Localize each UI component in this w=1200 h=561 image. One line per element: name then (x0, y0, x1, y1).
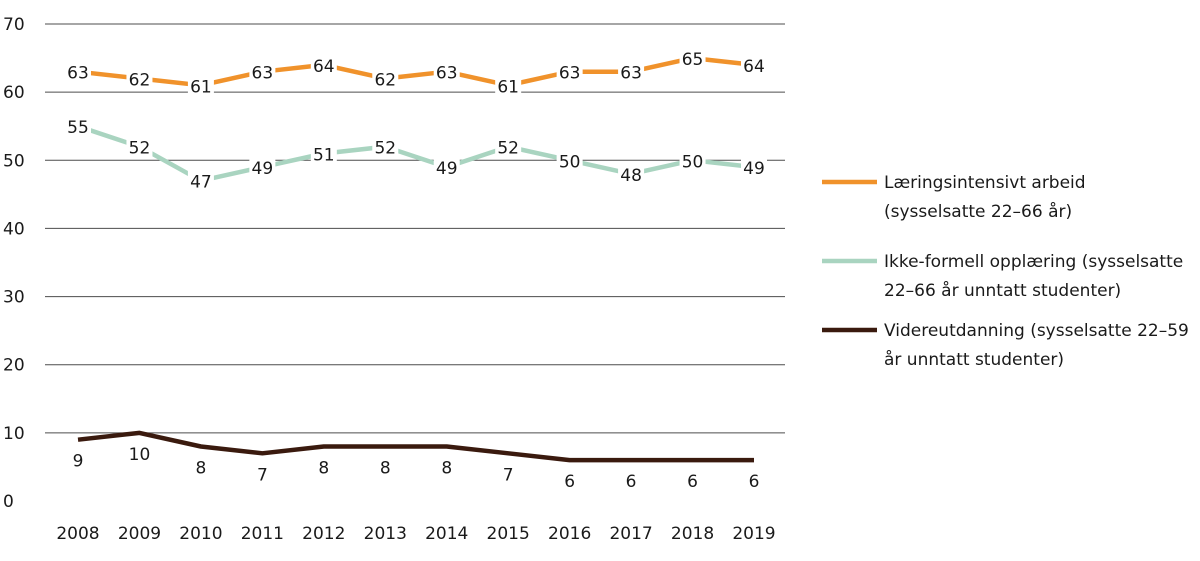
data-label: 7 (257, 465, 268, 485)
data-label: 48 (620, 166, 642, 186)
series-line-2 (77, 430, 754, 463)
data-label-bg (187, 169, 214, 192)
data-label-bg (433, 60, 460, 83)
data-label: 61 (497, 77, 519, 97)
x-tick-label: 2015 (487, 524, 530, 544)
data-label: 8 (195, 458, 206, 478)
data-label: 55 (67, 118, 89, 138)
data-label: 63 (252, 64, 274, 84)
data-label: 63 (559, 64, 581, 84)
x-tick-label: 2019 (732, 524, 775, 544)
x-tick-label: 2010 (179, 524, 222, 544)
legend-label: 22–66 år unntatt studenter) (884, 280, 1121, 301)
data-label-bg (679, 47, 706, 70)
y-tick-label: 60 (3, 83, 25, 103)
data-label-bg (618, 60, 645, 83)
legend-label: år unntatt studenter) (884, 349, 1064, 370)
x-tick-label: 2013 (364, 524, 407, 544)
data-label: 63 (67, 64, 89, 84)
data-label-bg (249, 60, 276, 83)
data-label-bg (187, 74, 214, 97)
data-label: 64 (743, 57, 765, 77)
x-tick-label: 2018 (671, 524, 714, 544)
y-tick-label: 30 (3, 288, 25, 308)
x-tick-label: 2009 (118, 524, 161, 544)
y-tick-label: 70 (3, 15, 25, 35)
data-label: 52 (497, 139, 519, 159)
data-label: 47 (190, 173, 212, 193)
data-label: 7 (503, 465, 514, 485)
data-label-bg (741, 53, 767, 76)
y-tick-label: 50 (3, 151, 25, 171)
data-label: 9 (73, 452, 84, 472)
data-label-bg (433, 156, 460, 179)
y-tick-label: 10 (3, 424, 25, 444)
y-tick-label: 40 (3, 219, 25, 239)
data-label-bg (249, 156, 276, 179)
data-label: 63 (436, 64, 458, 84)
legend-label: Videreutdanning (sysselsatte 22–59 (884, 321, 1189, 341)
x-tick-label: 2012 (302, 524, 345, 544)
data-label-bg (126, 135, 153, 158)
data-label: 6 (749, 472, 760, 492)
data-label: 64 (313, 57, 335, 77)
series-lines (77, 55, 755, 463)
data-label-bg (556, 60, 583, 83)
y-tick-label: 0 (3, 492, 14, 512)
data-label: 50 (682, 152, 704, 172)
x-tick-label: 2017 (609, 524, 652, 544)
data-label: 62 (374, 71, 396, 91)
data-label-bg (495, 74, 522, 97)
data-label: 52 (129, 139, 151, 159)
data-labels: 63 62 61 63 64 62 63 61 63 63 65 64 55 52 47 49 51 52 49 52… (65, 47, 767, 492)
data-label-bg (495, 135, 522, 158)
data-label: 50 (559, 152, 581, 172)
data-label-bg (741, 156, 767, 179)
data-label: 62 (129, 71, 151, 91)
x-tick-label: 2014 (425, 524, 468, 544)
y-tick-label: 20 (3, 356, 25, 376)
data-label: 65 (682, 50, 704, 70)
data-label: 8 (441, 458, 452, 478)
data-label-bg (126, 67, 153, 90)
x-axis-ticks: 2008 2009 2010 2011 2012 2013 2014 2015 2016 2017… (56, 524, 775, 544)
data-label-bg (65, 60, 91, 83)
x-tick-label: 2016 (548, 524, 591, 544)
data-label: 51 (313, 145, 335, 165)
legend-label: Ikke-formell opplæring (sysselsatte (884, 252, 1183, 272)
data-label-bg (65, 115, 91, 138)
data-label: 49 (436, 159, 458, 179)
data-label: 49 (252, 159, 274, 179)
data-label: 10 (129, 445, 151, 465)
data-label-bg (310, 142, 337, 165)
data-label: 6 (564, 472, 575, 492)
data-label-bg (679, 149, 706, 172)
data-label-bg (310, 53, 337, 76)
y-axis-ticks: 0 10 20 30 40 50 60 70 (3, 15, 25, 512)
data-label: 63 (620, 64, 642, 84)
data-label: 61 (190, 77, 212, 97)
data-label-bg (372, 67, 399, 90)
data-label: 6 (687, 472, 698, 492)
x-tick-label: 2011 (241, 524, 284, 544)
x-tick-label: 2008 (56, 524, 99, 544)
data-label-bg (372, 135, 399, 158)
legend: Læringsintensivt arbeid (sysselsatte 22–6… (822, 173, 1189, 370)
legend-label: (sysselsatte 22–66 år) (884, 201, 1072, 222)
data-label-bg (618, 162, 645, 185)
series-line-1 (77, 124, 755, 183)
data-label: 8 (318, 458, 329, 478)
data-label: 52 (374, 139, 396, 159)
gridlines (45, 23, 785, 434)
series-line-0 (77, 55, 755, 88)
data-label-bg (556, 149, 583, 172)
data-label: 8 (380, 458, 391, 478)
data-label: 6 (626, 472, 637, 492)
legend-label: Læringsintensivt arbeid (884, 173, 1086, 193)
data-label: 49 (743, 159, 765, 179)
